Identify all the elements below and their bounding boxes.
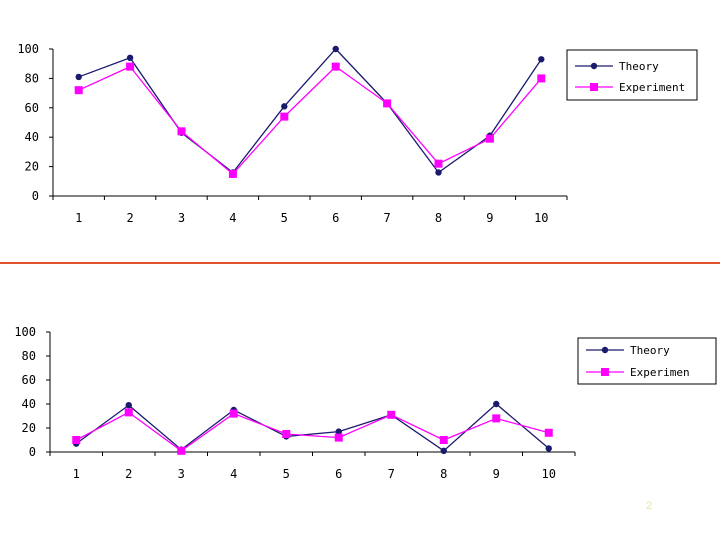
x-tick-label: 2 (126, 211, 133, 225)
page-number: 2 (646, 500, 653, 512)
bottom-line-chart: 100 80 60 40 20 0 1 2 3 4 5 6 7 8 9 10 Theory Experimen (14, 325, 717, 481)
section-divider (0, 262, 720, 264)
x-tick-label: 3 (178, 211, 185, 225)
y-tick-label: 40 (25, 130, 39, 144)
x-tick-label: 10 (542, 467, 556, 481)
x-tick-label: 8 (440, 467, 447, 481)
data-point-theory (281, 103, 288, 110)
x-tick-label: 4 (229, 211, 236, 225)
top-line-chart: 100 80 60 40 20 0 1 2 3 4 5 6 7 8 9 10 Theory Experiment (17, 42, 698, 225)
x-tick-label: 4 (230, 467, 237, 481)
legend-box (577, 337, 717, 385)
x-tick-label: 9 (486, 211, 493, 225)
data-point-experiment (537, 74, 546, 83)
data-point-experiment (331, 62, 340, 71)
data-point-experiment (492, 414, 501, 423)
y-tick-label: 60 (22, 373, 36, 387)
x-tick-label: 3 (178, 467, 185, 481)
x-tick-label: 7 (388, 467, 395, 481)
data-point-theory (75, 73, 82, 81)
data-point-theory (538, 56, 545, 63)
y-tick-label: 0 (32, 189, 39, 203)
x-tick-label: 5 (281, 211, 288, 225)
x-tick-label: 9 (493, 467, 500, 481)
data-point-theory (435, 169, 442, 176)
series-line-theory (78, 48, 542, 174)
x-tick-label: 1 (75, 211, 82, 225)
data-point-theory (545, 445, 552, 452)
data-point-theory (332, 45, 339, 53)
x-tick-label: 8 (435, 211, 442, 225)
data-point-experiment (280, 112, 289, 121)
data-point-theory (125, 402, 132, 409)
data-point-experiment (124, 408, 133, 417)
legend-marker-theory (590, 62, 598, 70)
y-tick-label: 100 (14, 325, 36, 339)
y-tick-label: 40 (22, 397, 36, 411)
x-tick-label: 5 (283, 467, 290, 481)
x-tick-label: 2 (125, 467, 132, 481)
data-point-experiment (439, 436, 448, 444)
data-point-experiment (383, 99, 392, 108)
legend-label: Experimen (630, 366, 690, 379)
y-tick-label: 80 (22, 349, 36, 363)
data-point-theory (126, 54, 134, 62)
data-point-experiment (434, 159, 443, 168)
data-point-experiment (72, 436, 81, 444)
y-tick-label: 0 (29, 445, 36, 459)
x-tick-label: 6 (335, 467, 342, 481)
x-tick-label: 7 (383, 211, 390, 225)
series-line-theory (75, 403, 550, 452)
legend-label: Theory (630, 344, 670, 357)
data-point-theory (493, 400, 500, 408)
y-tick-label: 20 (22, 421, 36, 435)
legend-marker-experiment (590, 83, 598, 91)
y-tick-label: 80 (25, 71, 39, 85)
x-tick-label: 6 (332, 211, 339, 225)
y-tick-label: 20 (25, 160, 39, 174)
data-point-experiment (228, 169, 237, 178)
legend-label: Experiment (619, 81, 685, 94)
series-line-experiment (78, 65, 542, 175)
x-tick-label: 1 (73, 467, 80, 481)
y-tick-label: 100 (17, 42, 39, 56)
legend-marker-theory (601, 346, 609, 354)
data-point-experiment (177, 446, 186, 455)
data-point-theory (440, 447, 447, 454)
legend-marker-experiment (601, 368, 609, 376)
legend-box (566, 49, 698, 101)
data-point-experiment (544, 428, 553, 437)
data-point-experiment (485, 134, 494, 143)
data-point-experiment (229, 409, 238, 418)
legend-label: Theory (619, 60, 659, 73)
data-point-experiment (282, 430, 291, 438)
data-point-experiment (387, 410, 396, 419)
series-line-experiment (75, 411, 549, 452)
data-point-experiment (74, 86, 83, 95)
data-point-experiment (334, 433, 343, 442)
data-point-theory (335, 428, 342, 435)
y-tick-label: 60 (25, 101, 39, 115)
x-tick-label: 10 (534, 211, 548, 225)
data-point-experiment (126, 62, 135, 71)
data-point-experiment (177, 127, 186, 136)
